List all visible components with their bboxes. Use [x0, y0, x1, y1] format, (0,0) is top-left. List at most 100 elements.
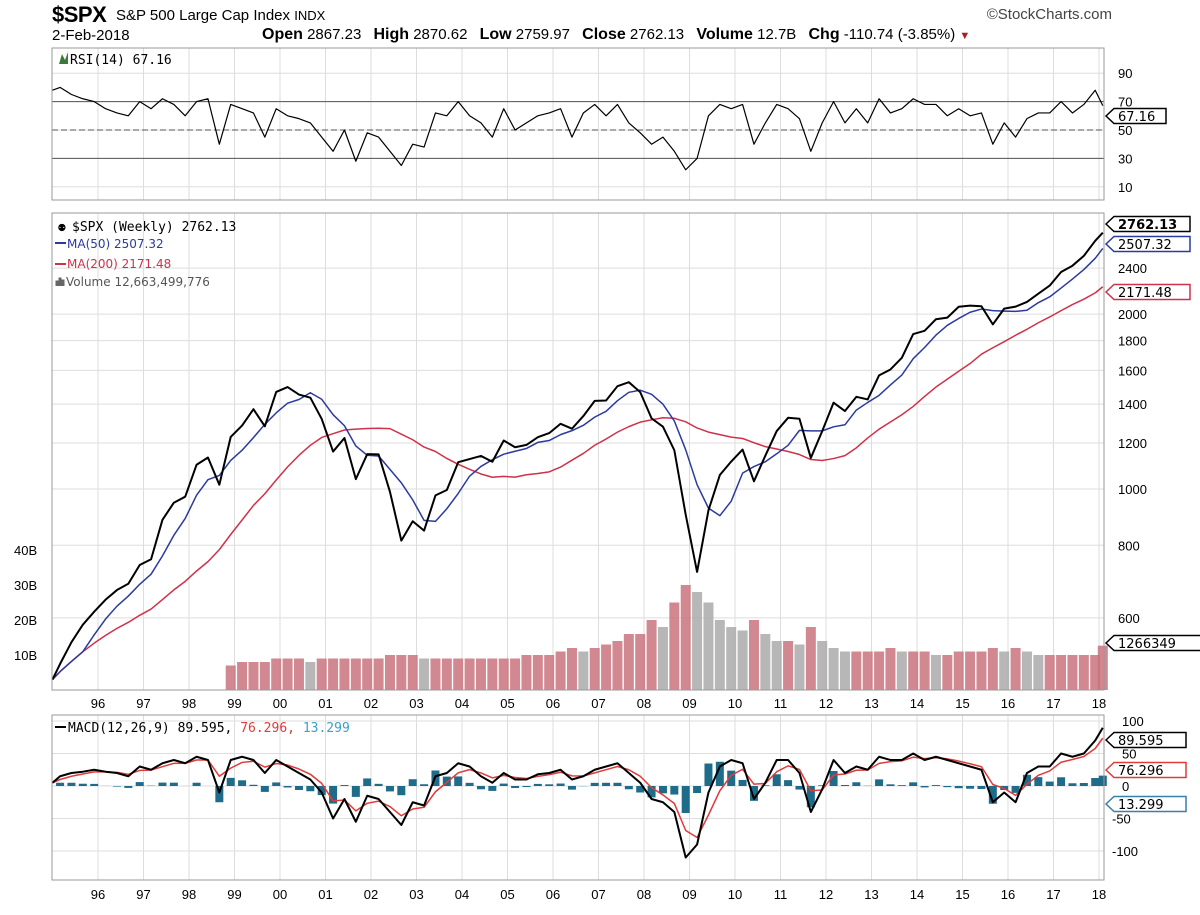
x-tick-label: 05	[500, 887, 514, 902]
macd-tick-label: -100	[1112, 844, 1138, 859]
x-tick-label: 10	[728, 696, 742, 711]
x-tick-label: 02	[364, 696, 378, 711]
volume-bar	[555, 651, 566, 690]
volume-bar	[612, 641, 623, 690]
macd-histogram-bar	[385, 786, 394, 792]
macd-histogram-bar	[840, 785, 849, 786]
x-tick-label: 06	[546, 696, 560, 711]
histogram-tag-box	[1104, 795, 1187, 813]
low-value: 2759.97	[515, 26, 570, 43]
x-tick-label: 96	[91, 887, 105, 902]
price-tick-label: 2400	[1118, 261, 1147, 276]
x-tick-label: 00	[273, 887, 287, 902]
volume-bar	[976, 651, 987, 690]
open-value: 2867.23	[307, 26, 362, 43]
volume-bar	[783, 641, 794, 690]
volume-bar	[601, 644, 612, 690]
ma50-tag-box	[1104, 235, 1191, 253]
symbol: $SPX	[52, 2, 107, 27]
volume-bar	[726, 627, 737, 690]
volume-bar	[885, 648, 896, 690]
price-tick-label: 1200	[1118, 436, 1147, 451]
price-tick-label: 1800	[1118, 334, 1147, 349]
signal-tag-box	[1104, 761, 1187, 779]
macd-legend-label: MACD(12,26,9)	[68, 721, 170, 736]
x-tick-label: 00	[273, 696, 287, 711]
volume-bar	[987, 648, 998, 690]
price-line	[51, 231, 1104, 680]
volume-bar	[874, 651, 885, 690]
ma50-tag: 2507.32	[1118, 238, 1172, 253]
volume-bar	[441, 658, 452, 690]
x-tick-label: 01	[318, 887, 332, 902]
panel-frame	[51, 714, 1105, 881]
low-label: Low	[479, 26, 512, 43]
macd-histogram-bar	[158, 782, 167, 786]
quote-date: 2-Feb-2018	[52, 27, 130, 44]
macd-histogram-bar	[192, 782, 201, 786]
volume-bar	[1044, 655, 1055, 690]
volume-bar	[623, 634, 634, 690]
macd-histogram-bar	[499, 783, 508, 786]
macd-histogram-bar	[806, 786, 815, 808]
volume-bar	[510, 658, 521, 690]
macd-histogram-bar	[238, 780, 247, 786]
macd-histogram-bar	[454, 776, 463, 786]
volume-bar	[259, 662, 270, 690]
volume-bar	[965, 651, 976, 690]
volume-bar	[942, 655, 953, 690]
x-tick-label: 08	[637, 696, 651, 711]
macd-histogram-bar	[636, 786, 645, 793]
volume-bar	[396, 655, 407, 690]
x-tick-label: 04	[455, 887, 469, 902]
volume-bar	[680, 585, 691, 690]
ma200-tag: 2171.48	[1118, 286, 1172, 301]
x-tick-label: 04	[455, 696, 469, 711]
rsi-tick-label: 10	[1118, 180, 1132, 195]
macd-histogram-bar	[306, 786, 315, 792]
x-tick-label: 15	[955, 887, 969, 902]
macd-histogram-bar	[249, 784, 258, 786]
macd-histogram-bar	[397, 786, 406, 796]
legend-macd: MACD(12,26,9) 89.595, 76.296, 13.299	[55, 721, 350, 736]
x-tick-label: 11	[774, 887, 788, 902]
macd-tick-label: 100	[1122, 714, 1144, 729]
histogram-tag: 13.299	[1118, 798, 1164, 813]
macd-histogram-bar	[476, 786, 485, 790]
macd-tag-box	[1104, 731, 1187, 749]
macd-legend: MACD(12,26,9) 89.595, 76.296, 13.299	[68, 721, 350, 736]
change-value: -110.74 (-3.85%)	[843, 26, 956, 43]
macd-histogram-bar	[749, 786, 758, 801]
x-tick-label: 07	[591, 696, 605, 711]
macd-histogram-bar	[818, 785, 827, 786]
ma200-line	[51, 286, 1104, 681]
x-tick-label: 05	[500, 696, 514, 711]
volume-bar	[305, 662, 316, 690]
macd-histogram-bar	[283, 786, 292, 788]
volume-tag: 1266349	[1118, 637, 1176, 652]
volume-legend-label: Volume 12,663,499,776	[66, 275, 210, 289]
volume-bar	[1097, 645, 1108, 690]
macd-histogram-bar	[886, 784, 895, 786]
macd-histogram-bar	[533, 783, 542, 786]
volume-bar	[589, 648, 600, 690]
x-tick-label: 10	[728, 887, 742, 902]
ma50-legend-label: MA(50) 2507.32	[67, 237, 164, 251]
volume-bar	[453, 658, 464, 690]
high-value: 2870.62	[413, 26, 468, 43]
volume-bar	[908, 651, 919, 690]
x-tick-label: 99	[227, 696, 241, 711]
x-tick-label: 16	[1001, 696, 1015, 711]
macd-histogram-bar	[317, 786, 326, 796]
volume-bar	[851, 651, 862, 690]
volume-bar	[703, 602, 714, 690]
rsi-legend-label: RSI(14) 67.16	[70, 53, 172, 68]
volume-bar	[373, 658, 384, 690]
brand-link[interactable]: ©StockCharts.com	[986, 6, 1112, 23]
macd-histogram-bar	[1022, 774, 1031, 786]
grid	[52, 48, 1104, 880]
macd-histogram-bar	[351, 786, 360, 797]
macd-histogram-bar	[852, 782, 861, 786]
macd-histogram-bar	[909, 782, 918, 786]
macd-histogram-bar	[567, 786, 576, 790]
